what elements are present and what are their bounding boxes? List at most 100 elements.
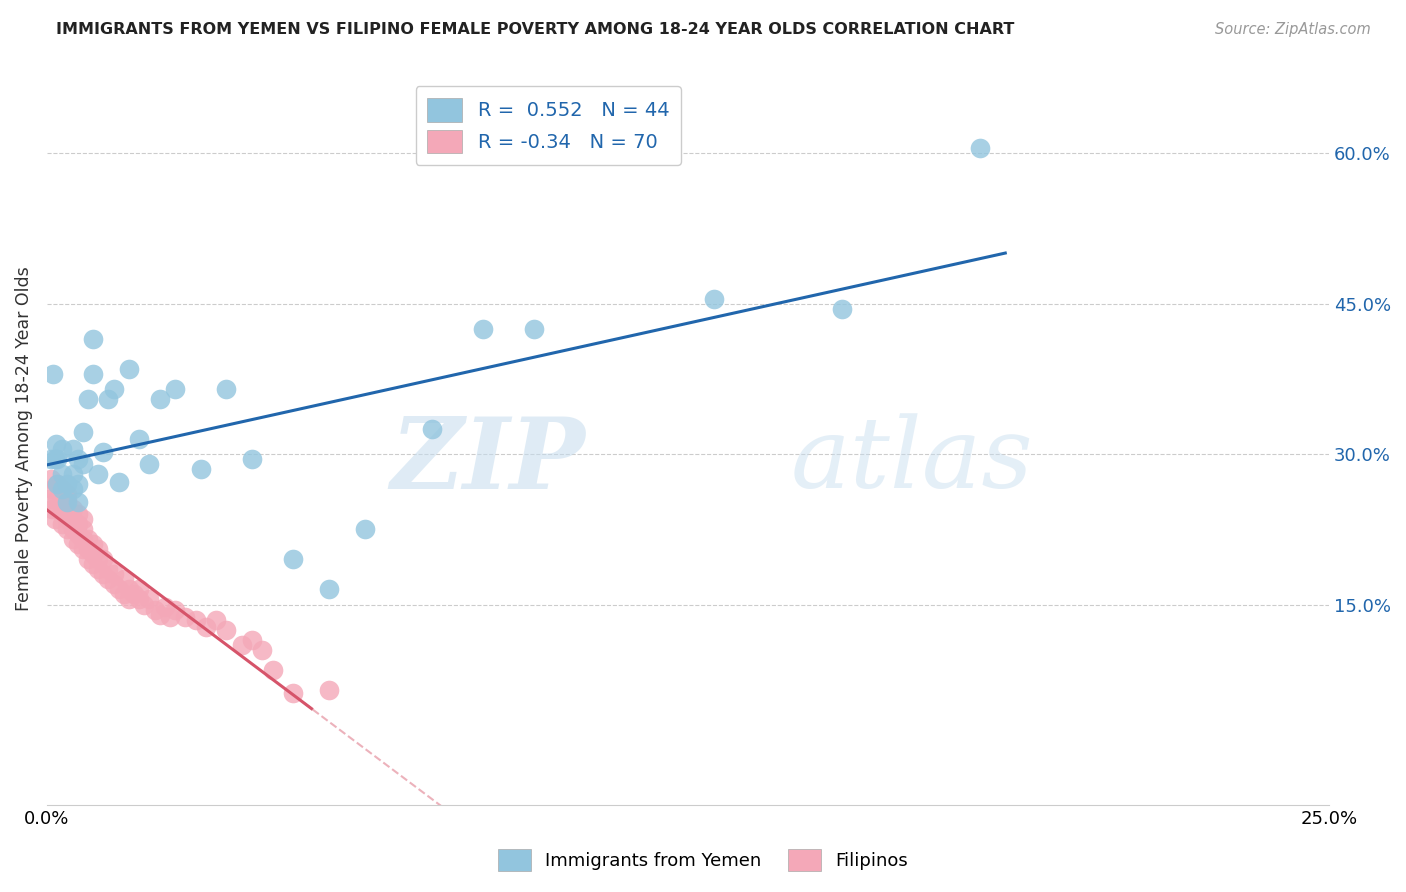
- Point: [82, 367, 104, 381]
- Point: [72, 522, 94, 536]
- Point: [62, 522, 84, 536]
- Point: [252, 642, 274, 657]
- Point: [46, 477, 69, 491]
- Point: [77, 392, 100, 406]
- Text: Source: ZipAtlas.com: Source: ZipAtlas.com: [1215, 22, 1371, 37]
- Point: [205, 613, 228, 627]
- Legend: R =  0.552   N = 44, R = -0.34   N = 70: R = 0.552 N = 44, R = -0.34 N = 70: [416, 87, 681, 165]
- Point: [66, 495, 89, 509]
- Point: [174, 609, 197, 624]
- Point: [62, 502, 84, 516]
- Point: [56, 487, 79, 501]
- Point: [118, 592, 141, 607]
- Point: [128, 432, 150, 446]
- Point: [318, 582, 340, 597]
- Point: [420, 422, 443, 436]
- Point: [72, 457, 94, 471]
- Point: [240, 452, 263, 467]
- Point: [56, 502, 79, 516]
- Point: [523, 322, 546, 336]
- Point: [112, 587, 135, 601]
- Point: [77, 542, 100, 557]
- Point: [51, 482, 73, 496]
- Point: [39, 472, 62, 486]
- Point: [66, 477, 89, 491]
- Point: [46, 477, 69, 491]
- Point: [97, 562, 120, 576]
- Text: atlas: atlas: [790, 413, 1033, 508]
- Point: [62, 467, 84, 482]
- Point: [128, 582, 150, 597]
- Point: [281, 552, 304, 566]
- Point: [82, 332, 104, 346]
- Point: [143, 602, 166, 616]
- Point: [82, 547, 104, 561]
- Point: [51, 492, 73, 507]
- Point: [72, 425, 94, 439]
- Point: [118, 582, 141, 597]
- Point: [87, 562, 110, 576]
- Point: [128, 592, 150, 607]
- Point: [66, 527, 89, 541]
- Point: [190, 462, 212, 476]
- Point: [56, 522, 79, 536]
- Point: [262, 663, 284, 677]
- Point: [72, 533, 94, 547]
- Point: [703, 292, 725, 306]
- Point: [72, 512, 94, 526]
- Point: [184, 613, 207, 627]
- Point: [149, 607, 172, 622]
- Point: [42, 367, 65, 381]
- Point: [51, 482, 73, 496]
- Text: IMMIGRANTS FROM YEMEN VS FILIPINO FEMALE POVERTY AMONG 18-24 YEAR OLDS CORRELATI: IMMIGRANTS FROM YEMEN VS FILIPINO FEMALE…: [56, 22, 1015, 37]
- Point: [91, 552, 114, 566]
- Point: [56, 492, 79, 507]
- Point: [103, 577, 125, 591]
- Point: [46, 492, 69, 507]
- Point: [44, 512, 66, 526]
- Point: [87, 552, 110, 566]
- Point: [353, 522, 375, 536]
- Point: [149, 392, 172, 406]
- Point: [62, 482, 84, 496]
- Point: [231, 638, 253, 652]
- Text: ZIP: ZIP: [391, 413, 585, 509]
- Point: [91, 567, 114, 582]
- Point: [134, 598, 156, 612]
- Legend: Immigrants from Yemen, Filipinos: Immigrants from Yemen, Filipinos: [491, 842, 915, 879]
- Point: [87, 467, 110, 482]
- Point: [122, 587, 145, 601]
- Point: [215, 382, 238, 396]
- Point: [62, 442, 84, 456]
- Point: [56, 495, 79, 509]
- Point: [45, 437, 67, 451]
- Point: [159, 609, 181, 624]
- Point: [138, 592, 160, 607]
- Point: [165, 382, 187, 396]
- Point: [831, 301, 853, 316]
- Point: [41, 482, 63, 496]
- Point: [82, 537, 104, 551]
- Point: [138, 457, 160, 471]
- Point: [165, 602, 187, 616]
- Point: [82, 558, 104, 572]
- Point: [56, 477, 79, 491]
- Point: [318, 682, 340, 697]
- Point: [66, 517, 89, 532]
- Point: [72, 542, 94, 557]
- Point: [51, 442, 73, 456]
- Point: [66, 508, 89, 522]
- Point: [107, 475, 129, 490]
- Point: [41, 502, 63, 516]
- Point: [62, 512, 84, 526]
- Point: [87, 542, 110, 557]
- Point: [51, 517, 73, 532]
- Point: [153, 599, 176, 614]
- Point: [77, 533, 100, 547]
- Point: [62, 533, 84, 547]
- Point: [51, 502, 73, 516]
- Point: [46, 502, 69, 516]
- Point: [46, 452, 69, 467]
- Point: [91, 445, 114, 459]
- Point: [38, 492, 60, 507]
